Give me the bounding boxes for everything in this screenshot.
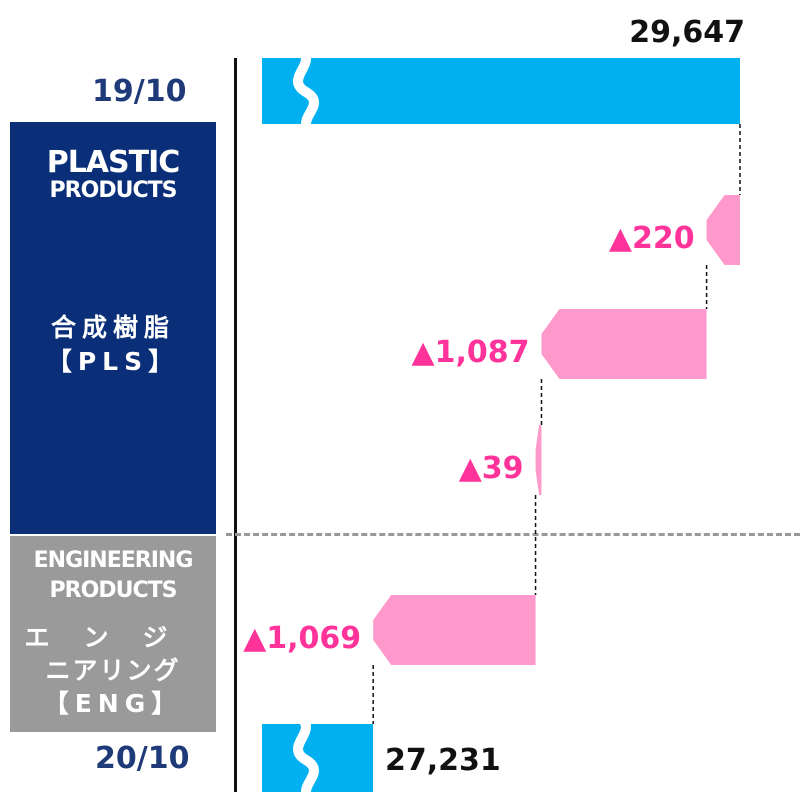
eng-english-line2: PRODUCTS [49, 578, 178, 603]
decrease-bar-3 [535, 425, 542, 495]
decrease-bar-1 [706, 195, 740, 265]
decrease-bar-2 [541, 309, 707, 379]
end-total-bar [262, 724, 374, 792]
pls-japanese-line1: 合成樹脂 [50, 313, 175, 342]
eng-japanese-line2: ニアリング [45, 656, 181, 685]
eng-japanese-line3: 【ENG】 [43, 689, 183, 718]
pls-segment-panel: PLASTIC PRODUCTS 合成樹脂 【PLS】 [10, 122, 216, 534]
start-total-bar [262, 58, 740, 124]
eng-segment-panel: ENGINEERING PRODUCTS エンジ ニアリング 【ENG】 [10, 536, 216, 732]
decrease-value-label-2: ▲1,087 [412, 335, 530, 370]
decrease-value-label-1: ▲220 [609, 221, 695, 256]
start-value-label: 29,647 [629, 15, 745, 50]
decrease-value-label-4: ▲1,069 [243, 621, 361, 656]
axis-break-symbol-end [293, 711, 319, 804]
eng-english-line1: ENGINEERING [33, 548, 194, 573]
period-start-label: 19/10 [92, 74, 187, 109]
pls-english-line2: PRODUCTS [49, 178, 178, 203]
pls-japanese-line2: 【PLS】 [46, 347, 180, 376]
axis-break-symbol-start [293, 43, 319, 139]
pls-english-line1: PLASTIC [46, 145, 181, 180]
segment-divider [226, 533, 800, 536]
period-end-label: 20/10 [95, 741, 190, 776]
end-value-label: 27,231 [385, 743, 501, 778]
eng-japanese-line1: エンジ [24, 623, 202, 652]
category-axis-line [234, 58, 237, 792]
decrease-bar-4 [373, 595, 536, 665]
decrease-value-label-3: ▲39 [459, 451, 524, 486]
